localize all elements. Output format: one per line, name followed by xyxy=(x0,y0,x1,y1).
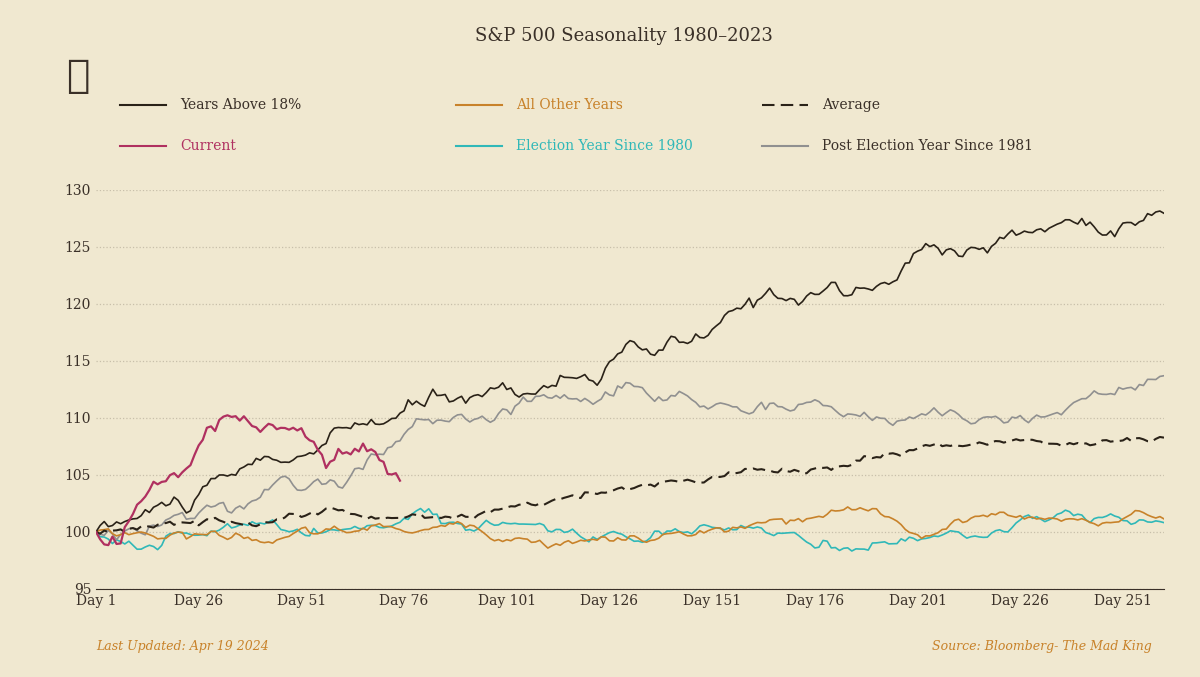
Text: All Other Years: All Other Years xyxy=(516,98,623,112)
Text: Source: Bloomberg- The Mad King: Source: Bloomberg- The Mad King xyxy=(932,640,1152,653)
Text: Post Election Year Since 1981: Post Election Year Since 1981 xyxy=(822,139,1033,152)
Text: S&P 500 Seasonality 1980–2023: S&P 500 Seasonality 1980–2023 xyxy=(475,27,773,45)
Text: Average: Average xyxy=(822,98,880,112)
Text: Current: Current xyxy=(180,139,236,152)
Text: Years Above 18%: Years Above 18% xyxy=(180,98,301,112)
Text: ♛: ♛ xyxy=(66,58,90,95)
Text: Last Updated: Apr 19 2024: Last Updated: Apr 19 2024 xyxy=(96,640,269,653)
Text: Election Year Since 1980: Election Year Since 1980 xyxy=(516,139,692,152)
